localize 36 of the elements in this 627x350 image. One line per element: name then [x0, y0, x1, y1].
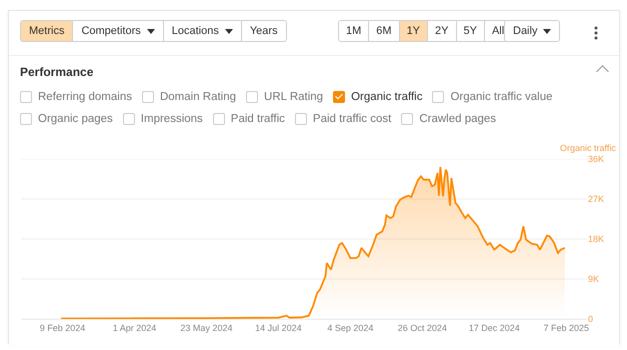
- text: Impressions: [140, 113, 203, 125]
- y-tick-label: 18K: [588, 234, 604, 244]
- text: 5Y: [464, 25, 477, 37]
- text: Crawled pages: [419, 113, 496, 125]
- x-tick-label: 1 Apr 2024: [112, 322, 156, 333]
- text: Daily: [513, 25, 538, 37]
- x-tick-label: 4 Sep 2024: [327, 322, 374, 333]
- y-tick-label: 9K: [588, 274, 600, 284]
- y-axis-title: Organic traffic: [560, 143, 616, 153]
- text: 6M: [376, 25, 392, 37]
- x-tick-label: 23 May 2024: [180, 322, 232, 333]
- x-tick-label: 17 Dec 2024: [468, 322, 520, 333]
- text: All: [492, 25, 504, 37]
- y-tick-label: 27K: [588, 194, 604, 204]
- text: Referring domains: [38, 91, 132, 103]
- x-tick-label: 9 Feb 2024: [40, 322, 86, 333]
- text: URL Rating: [264, 91, 324, 103]
- text: 1M: [346, 25, 362, 37]
- y-tick-label: 36K: [588, 154, 604, 164]
- chart-title: Performance: [20, 65, 94, 79]
- text: Organic traffic value: [450, 91, 553, 103]
- text: Years: [250, 25, 278, 37]
- text: Organic traffic: [351, 91, 422, 103]
- text: Metrics: [29, 25, 64, 37]
- text: 2Y: [435, 25, 448, 37]
- text: 1Y: [406, 25, 420, 37]
- x-tick-label: 26 Oct 2024: [398, 322, 447, 333]
- x-tick-label: 14 Jul 2024: [255, 322, 302, 333]
- text: Domain Rating: [160, 91, 236, 103]
- text: Locations: [172, 25, 219, 37]
- y-tick-label: 0: [588, 314, 594, 324]
- text: Competitors: [81, 25, 141, 37]
- text: Organic pages: [38, 113, 113, 125]
- x-tick-label: 7 Feb 2025: [543, 322, 590, 333]
- text: Paid traffic: [230, 113, 285, 125]
- text: Paid traffic cost: [312, 113, 392, 125]
